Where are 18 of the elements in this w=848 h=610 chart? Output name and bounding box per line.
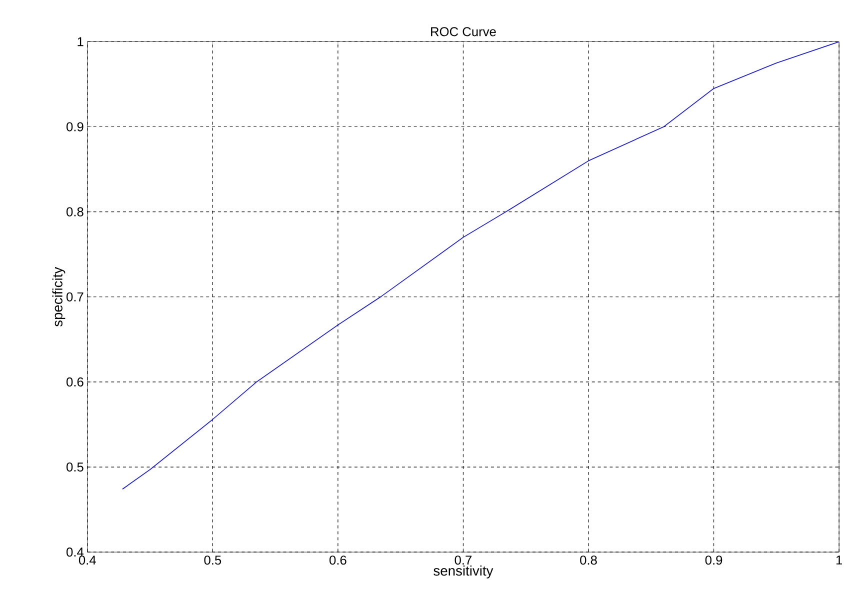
chart-title: ROC Curve — [431, 27, 496, 36]
line-series — [122, 42, 840, 490]
y-tick-label: 0.9 — [66, 122, 84, 132]
x-tick-label: 0.5 — [204, 556, 222, 565]
y-tick-label: 1 — [78, 37, 84, 46]
y-tick-label: 0.7 — [66, 292, 84, 302]
x-tick-label: 0.9 — [705, 556, 722, 565]
y-tick-label: 0.5 — [66, 462, 84, 472]
y-tick-label: 0.4 — [66, 548, 84, 557]
y-tick-label: 0.8 — [66, 207, 84, 217]
x-tick-label: 0.4 — [78, 556, 96, 565]
x-tick-label: 0.7 — [454, 556, 472, 565]
y-axis-title: specificity — [52, 267, 66, 327]
x-axis-title: sensitivity — [434, 566, 494, 579]
y-tick-label: 0.6 — [66, 378, 84, 387]
x-tick-label: 1 — [836, 556, 842, 565]
x-tick-label: 0.6 — [330, 556, 346, 565]
x-tick-label: 0.8 — [580, 556, 597, 565]
